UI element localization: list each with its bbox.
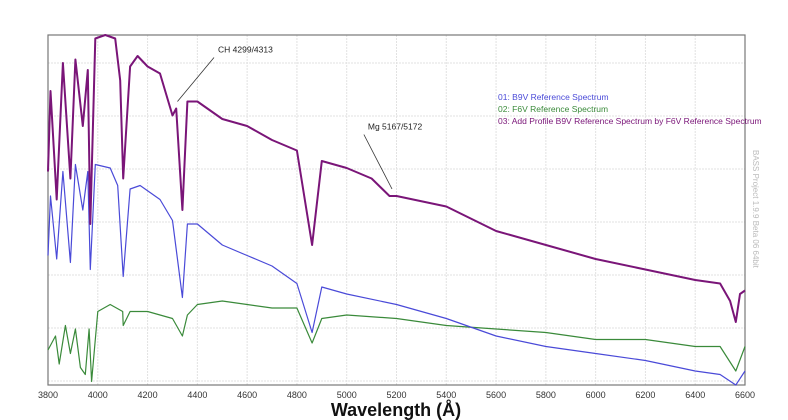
legend-entry: 02: F6V Reference Spectrum	[498, 104, 608, 114]
annotation-pointer	[363, 134, 393, 190]
x-tick-label: 5200	[386, 390, 406, 400]
x-tick-label: 6600	[735, 390, 755, 400]
x-tick-label: 4200	[138, 390, 158, 400]
annotation-pointer	[177, 57, 215, 102]
x-tick-label: 5800	[536, 390, 556, 400]
series-line-1	[47, 163, 746, 386]
series-line-2	[47, 300, 746, 383]
x-tick-label: 6200	[635, 390, 655, 400]
legend-entry: 01: B9V Reference Spectrum	[498, 92, 609, 102]
x-tick-label: 3800	[38, 390, 58, 400]
x-tick-label: 5400	[436, 390, 456, 400]
x-tick-label: 4600	[237, 390, 257, 400]
grid	[47, 35, 746, 385]
annotation-label: CH 4299/4313	[218, 45, 273, 55]
legend-entry: 03: Add Profile B9V Reference Spectrum b…	[498, 116, 762, 126]
annotation-label: Mg 5167/5172	[368, 122, 423, 132]
x-tick-label: 5600	[486, 390, 506, 400]
x-axis-label: Wavelength (Å)	[331, 400, 461, 420]
x-tick-label: 6400	[685, 390, 705, 400]
x-tick-label: 6000	[586, 390, 606, 400]
x-tick-label: 5000	[337, 390, 357, 400]
x-tick-label: 4800	[287, 390, 307, 400]
series-line-3	[47, 34, 746, 323]
x-tick-label: 4000	[88, 390, 108, 400]
watermark: BASS Project 1.9.9 Beta 06 64bit	[751, 150, 760, 269]
x-tick-label: 4400	[187, 390, 207, 400]
plot-frame	[47, 34, 746, 386]
